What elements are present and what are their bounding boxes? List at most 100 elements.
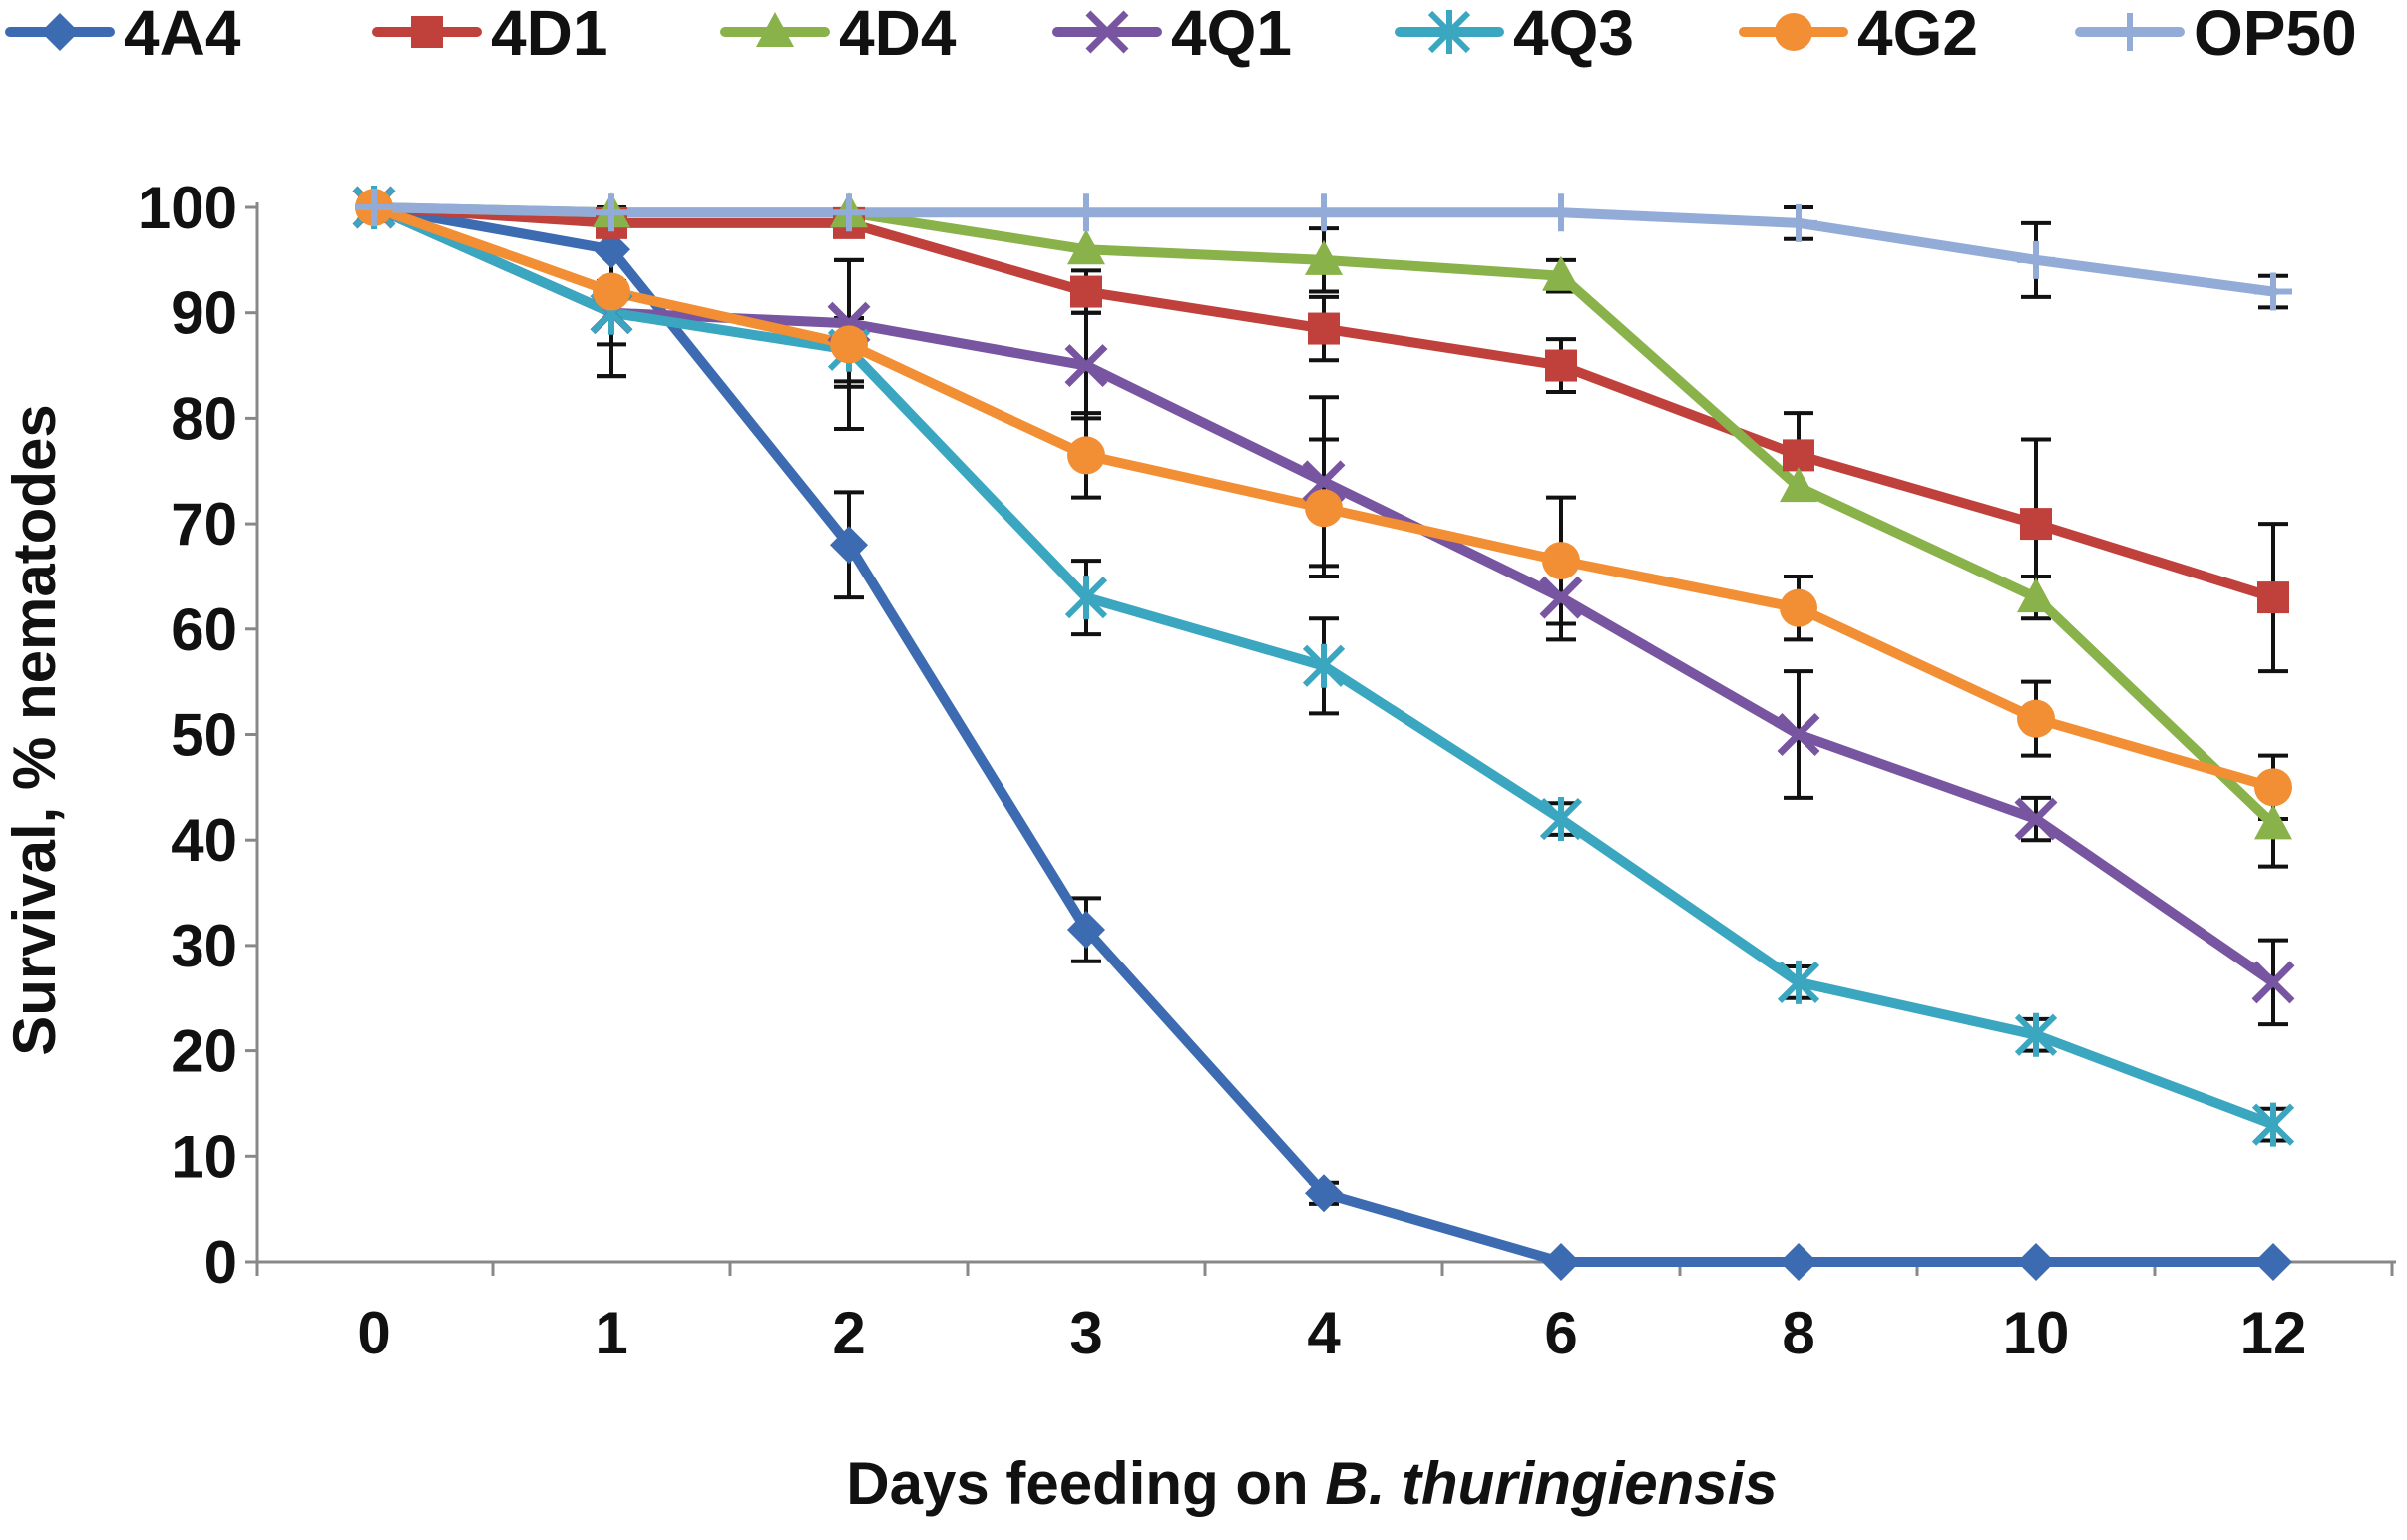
data-point-4q1 [2251, 961, 2295, 1004]
x-tick-label: 0 [357, 1300, 390, 1366]
legend-marker-4q3 [1427, 10, 1471, 54]
y-tick-label: 30 [171, 913, 237, 979]
y-tick-label: 90 [171, 280, 237, 347]
series-markers [352, 186, 2295, 1281]
legend: 4A4 4D1 4D4 4Q1 4Q3 4G2 OP50 [5, 0, 2357, 69]
data-point-op50 [1780, 203, 1817, 242]
x-axis-title: Days feeding on B. thuringiensis [846, 1450, 1777, 1517]
data-point-4g2 [2017, 699, 2055, 738]
data-point-4d1 [1070, 275, 1102, 308]
data-point-op50 [2017, 240, 2055, 279]
y-tick-label: 50 [171, 702, 237, 769]
data-point-4a4 [593, 230, 630, 269]
y-tick-label: 60 [171, 596, 237, 663]
x-tick-label: 12 [2240, 1300, 2307, 1366]
x-tick-label: 4 [1307, 1300, 1341, 1366]
y-tick-label: 40 [171, 807, 237, 874]
data-point-4d4 [1067, 229, 1105, 265]
data-point-4a4 [2017, 1243, 2055, 1281]
legend-label-4g2: 4G2 [1857, 0, 1978, 69]
data-point-4g2 [2254, 768, 2292, 807]
legend-marker-4d1 [411, 16, 443, 48]
legend-label-4d1: 4D1 [491, 0, 607, 69]
data-point-op50 [1305, 193, 1343, 232]
x-tick-label: 6 [1544, 1300, 1577, 1366]
legend-item-4g2: 4G2 [1739, 0, 1978, 69]
legend-item-4d4: 4D4 [720, 0, 957, 69]
legend-item-4d1: 4D1 [372, 0, 607, 69]
legend-item-4q3: 4Q3 [1395, 0, 1634, 69]
data-point-4d4 [1780, 467, 1817, 503]
x-tick-label: 10 [2003, 1300, 2070, 1366]
legend-marker-op50 [2111, 13, 2149, 51]
y-axis: 0 10 20 30 40 50 60 70 80 90 100 [138, 175, 259, 1296]
data-point-4q3 [1777, 960, 1820, 1004]
legend-item-4a4: 4A4 [5, 0, 241, 69]
data-point-4q3 [1064, 576, 1108, 620]
x-tick-label: 3 [1069, 1300, 1102, 1366]
data-point-4q1 [1064, 344, 1108, 388]
data-point-op50 [2254, 272, 2292, 311]
y-axis-title: Survival, % nematodes [1, 404, 68, 1056]
data-point-4q1 [1539, 576, 1583, 619]
data-point-4q1 [1777, 713, 1820, 756]
data-point-4g2 [1067, 436, 1105, 475]
series-line-4a4 [369, 202, 2278, 1267]
data-point-4d1 [1783, 439, 1814, 472]
data-point-4a4 [1067, 911, 1105, 950]
x-tick-label: 8 [1782, 1300, 1814, 1366]
y-tick-label: 20 [171, 1018, 237, 1085]
legend-label-4a4: 4A4 [124, 0, 241, 69]
data-point-op50 [593, 193, 630, 232]
y-tick-label: 10 [171, 1123, 237, 1190]
data-point-4q1 [2014, 797, 2058, 841]
y-tick-label: 80 [171, 385, 237, 452]
data-point-4d4 [2254, 804, 2292, 840]
y-tick-label: 0 [204, 1229, 237, 1296]
data-point-op50 [830, 193, 868, 232]
data-point-4d1 [2257, 581, 2289, 614]
data-point-4d1 [2020, 508, 2052, 541]
data-point-4g2 [593, 272, 630, 311]
data-point-4q3 [2251, 1102, 2295, 1147]
legend-label-op50: OP50 [2194, 0, 2357, 69]
legend-label-4d4: 4D4 [839, 0, 957, 69]
x-tick-label: 1 [595, 1300, 627, 1366]
series-lines [369, 202, 2278, 1267]
data-point-4d1 [1545, 349, 1577, 382]
data-point-4q3 [1302, 643, 1346, 688]
y-tick-label: 70 [171, 491, 237, 558]
data-point-op50 [1067, 193, 1105, 232]
legend-marker-4q1 [1085, 10, 1129, 54]
data-point-4q3 [2014, 1012, 2058, 1057]
legend-marker-4d4 [756, 12, 794, 47]
data-point-4d4 [1542, 255, 1580, 291]
data-point-4g2 [1780, 588, 1817, 627]
data-point-4q3 [1539, 797, 1583, 842]
data-point-4g2 [1305, 489, 1343, 528]
legend-label-4q3: 4Q3 [1513, 0, 1634, 69]
data-point-4g2 [1542, 542, 1580, 580]
data-point-4a4 [1780, 1243, 1817, 1281]
x-tick-label: 2 [832, 1300, 865, 1366]
data-point-4a4 [830, 526, 868, 565]
y-tick-label: 100 [138, 175, 237, 241]
legend-item-4q1: 4Q1 [1052, 0, 1292, 69]
data-point-4d1 [1308, 312, 1340, 345]
legend-item-op50: OP50 [2075, 0, 2357, 69]
data-point-op50 [355, 189, 393, 226]
data-point-4a4 [1305, 1174, 1343, 1213]
x-axis: 0 1 2 3 4 6 8 10 12 [255, 1260, 2396, 1366]
legend-marker-4g2 [1775, 13, 1812, 51]
data-point-4d4 [1305, 239, 1343, 275]
legend-marker-4a4 [41, 13, 79, 51]
data-point-4a4 [1542, 1243, 1580, 1281]
data-point-4d4 [2017, 578, 2055, 613]
x-axis-title-main: Days feeding on [846, 1450, 1325, 1517]
x-axis-title-italic: B. thuringiensis [1325, 1450, 1777, 1517]
data-point-op50 [1542, 193, 1580, 232]
data-point-4a4 [2254, 1243, 2292, 1281]
legend-label-4q1: 4Q1 [1171, 0, 1292, 69]
data-point-4g2 [830, 325, 868, 364]
